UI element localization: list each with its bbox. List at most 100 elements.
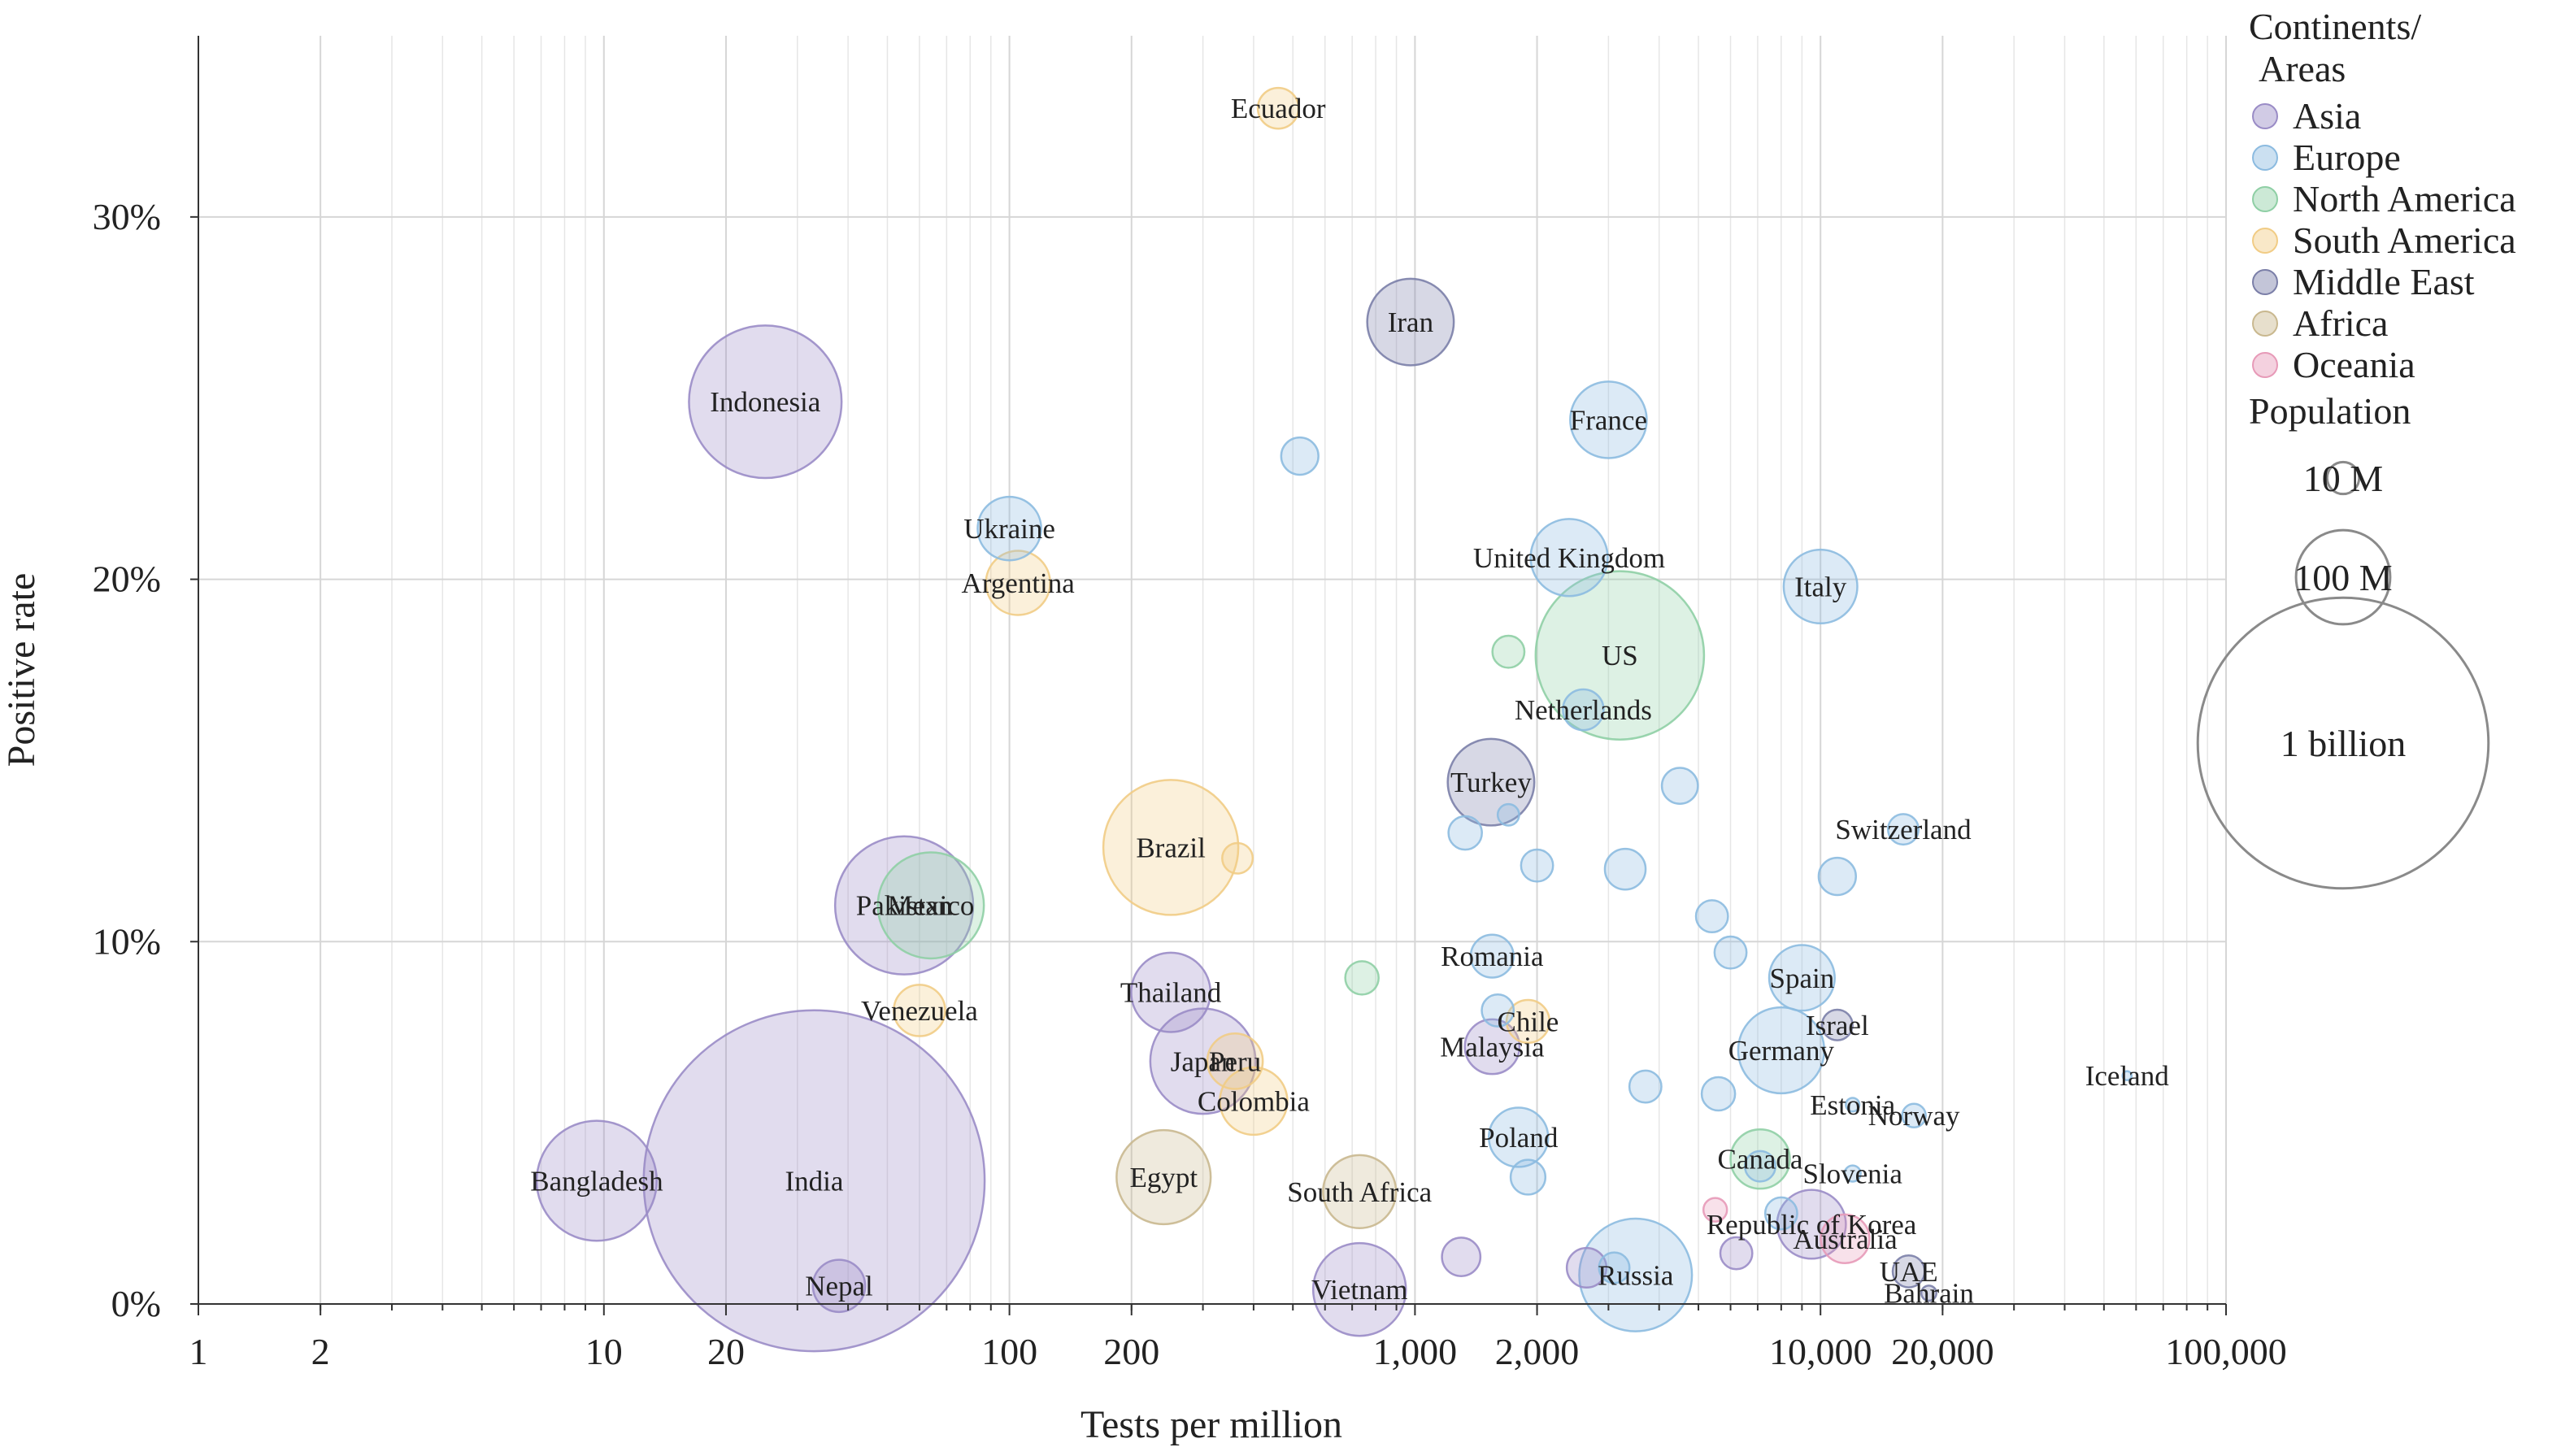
bubble-europe bbox=[1628, 1069, 1663, 1104]
bubble-iran bbox=[1366, 277, 1455, 367]
bubble-europe bbox=[1598, 1251, 1631, 1284]
bubble-europe bbox=[1743, 1150, 1777, 1183]
bubble-label-uae: UAE bbox=[1880, 1256, 1938, 1288]
bubble-label-thailand: Thailand bbox=[1120, 977, 1222, 1009]
bubble-label-colombia: Colombia bbox=[1198, 1085, 1311, 1117]
legend-swatch-middle-east bbox=[2252, 269, 2278, 295]
bubble-label-spain: Spain bbox=[1770, 963, 1835, 994]
bubble-europe bbox=[1763, 1196, 1798, 1231]
bubble-label-nepal: Nepal bbox=[805, 1271, 873, 1302]
size-legend-label: 10 M bbox=[2303, 458, 2383, 499]
x-tick-label: 1,000 bbox=[1373, 1331, 1458, 1372]
bubble-label-romania: Romania bbox=[1441, 941, 1544, 972]
bubble-indonesia bbox=[688, 324, 843, 480]
bubble-republic-of-korea bbox=[1776, 1189, 1847, 1260]
bubble-europe bbox=[1694, 899, 1729, 934]
bubble-label-venezuela: Venezuela bbox=[861, 995, 978, 1027]
bubble-ecuador bbox=[1256, 86, 1300, 130]
bubble-thailand bbox=[1130, 951, 1212, 1033]
bubble-label-italy: Italy bbox=[1794, 571, 1847, 602]
bubble-label-peru: Peru bbox=[1209, 1045, 1261, 1077]
bubble-switzerland bbox=[1886, 813, 1920, 846]
x-tick-label: 200 bbox=[1103, 1331, 1159, 1372]
bubble-estonia bbox=[1845, 1097, 1861, 1113]
bubble-label-russia: Russia bbox=[1598, 1259, 1674, 1291]
bubble-label-iran: Iran bbox=[1388, 306, 1433, 338]
x-tick-label: 2 bbox=[311, 1331, 330, 1372]
bubble-label-pakistan: Pakistan bbox=[856, 890, 953, 922]
bubble-france bbox=[1569, 380, 1648, 459]
bubble-label-brazil: Brazil bbox=[1136, 832, 1206, 863]
bubble-europe bbox=[1520, 848, 1554, 883]
bubble-label-switzerland: Switzerland bbox=[1835, 814, 1972, 845]
bubble-label-vietnam: Vietnam bbox=[1311, 1274, 1407, 1306]
legend-swatch-oceania bbox=[2252, 352, 2278, 378]
bubble-label-egypt: Egypt bbox=[1129, 1162, 1198, 1193]
x-tick-label: 10,000 bbox=[1769, 1331, 1872, 1372]
y-tick-label: 10% bbox=[93, 920, 161, 962]
bubble-label-estonia: Estonia bbox=[1810, 1089, 1895, 1121]
grid bbox=[198, 36, 2227, 1304]
legend-label-asia: Asia bbox=[2293, 95, 2361, 137]
bubble-bangladesh bbox=[535, 1119, 659, 1242]
bubble-europe bbox=[1496, 802, 1520, 827]
bubble-label-slovenia: Slovenia bbox=[1802, 1158, 1902, 1190]
bubble-label-indonesia: Indonesia bbox=[710, 386, 821, 418]
x-ticks: 1 2 10 20 100 200 1,000 2,000 10,000 20,000 100,00… bbox=[189, 1304, 2287, 1372]
bubble-turkey bbox=[1446, 737, 1536, 827]
bubble-slovenia bbox=[1843, 1164, 1862, 1183]
bubble-italy bbox=[1782, 548, 1859, 625]
legend-label-oceania: Oceania bbox=[2293, 344, 2415, 385]
bubble-europe bbox=[1713, 935, 1748, 970]
bubble-venezuela bbox=[893, 984, 946, 1037]
bubble-germany bbox=[1737, 1006, 1826, 1095]
bubble-spain bbox=[1767, 944, 1836, 1012]
bubble-europe bbox=[1280, 436, 1320, 476]
bubble-norway bbox=[1901, 1102, 1927, 1128]
bubble-label-norway: Norway bbox=[1868, 1100, 1960, 1132]
x-tick-label: 100,000 bbox=[2165, 1331, 2287, 1372]
bubble-iceland bbox=[2121, 1070, 2133, 1081]
bubble-peru bbox=[1206, 1032, 1264, 1090]
y-tick-label: 30% bbox=[93, 196, 161, 237]
bubble-israel bbox=[1820, 1008, 1854, 1041]
size-legend-circle bbox=[2325, 460, 2361, 496]
legend-swatch-asia bbox=[2252, 103, 2278, 129]
bubble-australia bbox=[1820, 1213, 1871, 1264]
bubble-asia bbox=[1441, 1237, 1482, 1277]
bubble-romania bbox=[1469, 933, 1515, 979]
bubble-label-iceland: Iceland bbox=[2085, 1060, 2169, 1092]
bubble-united-kingdom bbox=[1529, 518, 1609, 598]
bubble-label-ukraine: Ukraine bbox=[963, 513, 1055, 545]
bubble-label-argentina: Argentina bbox=[962, 567, 1076, 599]
bubble-label-malaysia: Malaysia bbox=[1440, 1032, 1545, 1063]
bubble-label-united-kingdom: United Kingdom bbox=[1473, 542, 1665, 574]
x-tick-label: 100 bbox=[981, 1331, 1037, 1372]
legend-swatch-north-america bbox=[2252, 186, 2278, 212]
bubble-asia bbox=[1719, 1236, 1754, 1271]
bubble-india bbox=[642, 1009, 986, 1353]
bubble-europe bbox=[1700, 1076, 1737, 1112]
y-tick-label: 0% bbox=[111, 1283, 161, 1324]
bubble-europe bbox=[1817, 856, 1858, 897]
bubble-label-germany: Germany bbox=[1728, 1035, 1835, 1067]
bubble-label-australia: Australia bbox=[1793, 1223, 1898, 1255]
bubble-brazil bbox=[1102, 779, 1240, 916]
x-tick-label: 20,000 bbox=[1891, 1331, 1994, 1372]
legend-label-north-america: North America bbox=[2293, 178, 2516, 219]
bubble-pakistan bbox=[833, 835, 975, 976]
bubble-poland bbox=[1488, 1106, 1550, 1168]
size-legend-circle bbox=[2196, 596, 2490, 890]
bubble-label-japan: Japan bbox=[1171, 1045, 1236, 1077]
bubble-europe bbox=[1509, 1158, 1547, 1196]
legend-swatch-africa bbox=[2252, 311, 2278, 337]
bubble-asia bbox=[1565, 1246, 1608, 1289]
bubble-europe bbox=[1481, 993, 1515, 1028]
bubble-ukraine bbox=[976, 495, 1042, 562]
bubble-south-america bbox=[1221, 841, 1254, 875]
legend-swatch-europe bbox=[2252, 145, 2278, 171]
bubble-label-netherlands: Netherlands bbox=[1515, 694, 1652, 726]
size-legend-label: 1 billion bbox=[2281, 723, 2407, 764]
